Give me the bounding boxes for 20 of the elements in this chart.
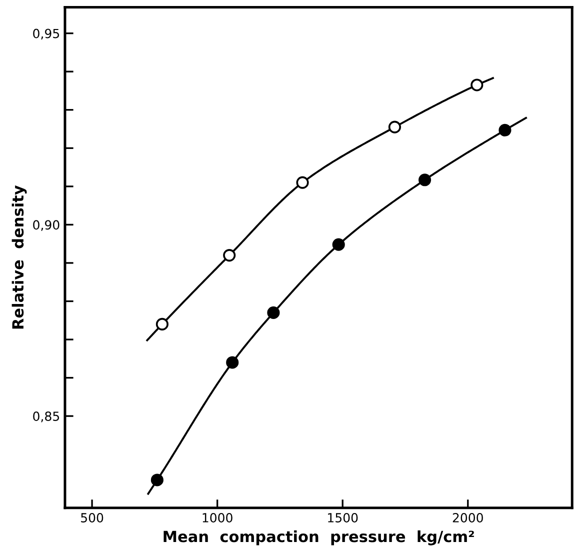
y-axis-title: Relative density (12, 185, 27, 329)
point (388, 120, 402, 134)
x-axis-title: Mean compaction pressure kg/cm² (164, 530, 474, 546)
y-tick-label: 0,90 (33, 220, 60, 231)
point (498, 124, 512, 136)
point (418, 174, 432, 186)
x-tick-label: 1500 (328, 513, 358, 522)
x-tick-label: 1000 (202, 513, 232, 522)
point (223, 249, 236, 262)
point (267, 306, 280, 319)
y-tick-label: 0,85 (33, 412, 60, 422)
point (296, 176, 309, 189)
point (470, 78, 484, 92)
point (150, 474, 164, 486)
x-tick-label: 2000 (452, 513, 483, 522)
point (156, 318, 168, 330)
point (332, 238, 345, 251)
y-tick-label: 0,95 (33, 28, 60, 40)
point (226, 356, 239, 369)
x-tick-label: 500 (81, 513, 104, 522)
